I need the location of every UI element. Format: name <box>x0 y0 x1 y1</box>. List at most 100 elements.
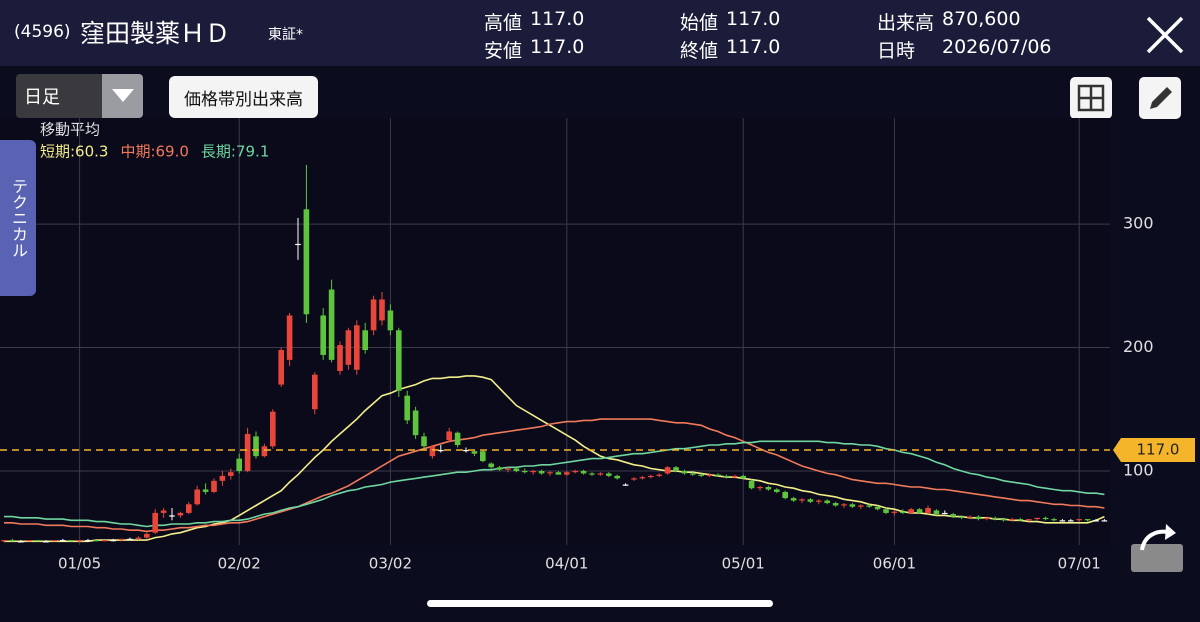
candle-body <box>757 486 763 489</box>
candle-body <box>950 514 956 517</box>
candle-body <box>270 411 276 447</box>
candle-body <box>849 504 856 507</box>
candle-body <box>572 470 578 473</box>
candle-body <box>715 474 721 476</box>
candle-body <box>505 468 511 470</box>
candle-body <box>278 350 284 385</box>
candle-body <box>1068 520 1074 522</box>
candle-body <box>564 472 570 475</box>
candle-body <box>984 517 990 520</box>
candle-body <box>975 516 982 520</box>
candle-body <box>110 540 116 542</box>
candle-body <box>135 537 142 539</box>
candle-body <box>1009 519 1015 521</box>
volume-profile-button[interactable]: 価格帯別出来高 <box>169 76 318 118</box>
stat-label: 出来高 <box>877 12 935 34</box>
candle-body <box>9 540 16 542</box>
candle-body <box>85 540 91 542</box>
stat-value: 870,600 <box>942 8 1021 30</box>
draw-button[interactable] <box>1138 76 1182 120</box>
layout-button[interactable] <box>1069 76 1113 120</box>
x-tick-label: 01/05 <box>58 555 101 573</box>
candle-body <box>723 475 730 478</box>
candle-body <box>748 480 755 489</box>
candle-body <box>765 486 772 490</box>
ma-line <box>4 440 1105 528</box>
ma-line <box>4 418 1105 533</box>
candle-body <box>807 499 814 502</box>
candle-body <box>706 474 713 476</box>
candle-body <box>639 477 646 479</box>
stat-value: 117.0 <box>530 36 585 58</box>
y-tick-label: 200 <box>1123 337 1154 356</box>
candle-body <box>799 499 805 501</box>
candle-body <box>866 505 872 507</box>
candle-body <box>606 473 612 476</box>
candle-body <box>732 475 738 478</box>
candle-body <box>68 540 74 542</box>
candle-body <box>1101 520 1108 522</box>
rotate-button[interactable] <box>1130 522 1186 574</box>
candle-body <box>883 509 889 513</box>
candle-body <box>891 511 898 513</box>
technical-tab[interactable]: テクニカル <box>0 140 36 296</box>
candle-body <box>488 463 494 468</box>
candle-body <box>597 473 604 475</box>
period-value: 日足 <box>16 74 102 118</box>
candle-body <box>471 451 478 454</box>
candle-body <box>916 509 923 513</box>
x-tick-label: 04/01 <box>545 555 588 573</box>
candle-body <box>1076 519 1082 521</box>
candle-body <box>286 315 293 360</box>
candle-body <box>446 431 452 441</box>
candle-body <box>404 395 410 421</box>
candle-body <box>841 504 847 506</box>
candle-body <box>438 449 444 452</box>
stock-code: (4596) <box>14 22 71 42</box>
ma-line <box>4 375 1105 543</box>
candle-body <box>496 467 503 470</box>
candle-body <box>261 446 268 457</box>
candle-body <box>589 473 595 475</box>
candle-body <box>337 345 343 371</box>
legend-entry: 長期:79.1 <box>201 143 269 161</box>
stat-label: 高値 <box>484 12 523 34</box>
market: 東証* <box>268 27 303 43</box>
candle-body <box>429 446 436 457</box>
stat-label: 始値 <box>680 12 719 34</box>
candle-body <box>379 299 385 321</box>
candle-body <box>480 451 486 462</box>
candle-body <box>219 475 226 481</box>
candle-body <box>186 504 192 513</box>
candle-body <box>513 468 520 471</box>
candle-body <box>832 503 839 506</box>
candle-body <box>60 540 66 542</box>
plot-area <box>0 118 1110 545</box>
candle-body <box>530 470 536 473</box>
candle-body <box>774 489 780 492</box>
header: (4596) 窪田製薬ＨＤ 東証* 高値 117.0 安値 117.0 始値 1… <box>0 0 1200 66</box>
candle-body <box>698 474 704 476</box>
candle-body <box>1026 519 1032 521</box>
candle-body <box>387 310 394 331</box>
candle-body <box>303 209 310 315</box>
stat-label: 安値 <box>484 40 523 62</box>
period-dropdown[interactable]: 日足 <box>16 74 143 118</box>
candle-body <box>127 538 133 541</box>
close-button[interactable] <box>1145 15 1185 55</box>
candle-body <box>354 325 360 370</box>
x-tick-label: 06/01 <box>873 555 916 573</box>
reference-badge <box>1113 437 1195 462</box>
candle-body <box>900 511 906 513</box>
stock-name: 窪田製薬ＨＤ <box>80 19 231 48</box>
candle-body <box>463 449 469 452</box>
candle-body <box>211 480 217 492</box>
candle-body <box>1000 519 1007 521</box>
candle-body <box>816 500 822 502</box>
candle-body <box>925 507 931 513</box>
candle-body <box>328 289 335 360</box>
candle-body <box>622 484 629 486</box>
candle-body <box>790 498 797 501</box>
